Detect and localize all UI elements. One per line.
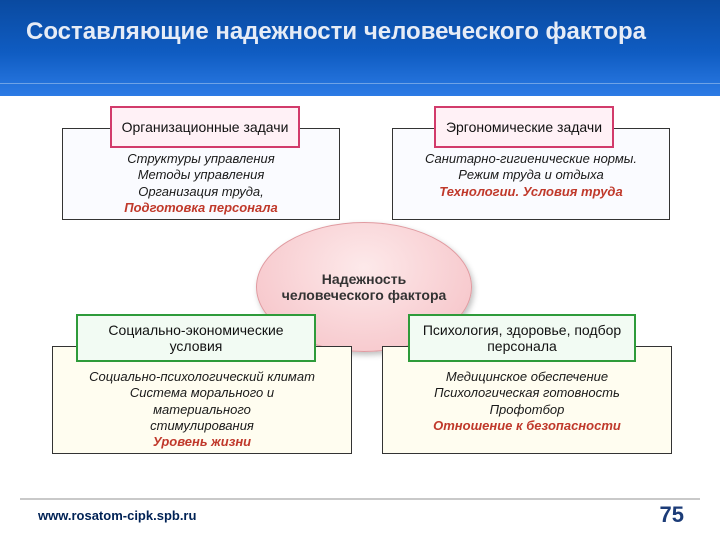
ergo-tag: Эргономические задачи	[434, 106, 614, 148]
page-number: 75	[660, 502, 684, 528]
socio-box-line: стимулирования	[61, 418, 343, 434]
socio-tag: Социально-экономические условия	[76, 314, 316, 362]
socio-box-highlight: Уровень жизни	[61, 434, 343, 450]
psych-box: Медицинское обеспечениеПсихологическая г…	[382, 346, 672, 454]
org-box-line: Организация труда,	[71, 184, 331, 200]
footer-divider	[20, 498, 700, 500]
psych-box-line: Профотбор	[391, 402, 663, 418]
socio-box-line: материального	[61, 402, 343, 418]
center-ellipse-text: Надежность человеческого фактора	[275, 271, 453, 303]
ergo-box-highlight: Технологии. Условия труда	[401, 184, 661, 200]
ergo-box-line: Режим труда и отдыха	[401, 167, 661, 183]
org-box-line: Методы управления	[71, 167, 331, 183]
header-divider	[0, 83, 720, 84]
psych-box-highlight: Отношение к безопасности	[391, 418, 663, 434]
page-title: Составляющие надежности человеческого фа…	[26, 18, 694, 46]
psych-tag: Психология, здоровье, подбор персонала	[408, 314, 636, 362]
psych-box-line: Психологическая готовность	[391, 385, 663, 401]
footer-url: www.rosatom-cipk.spb.ru	[38, 508, 196, 523]
header-banner: Составляющие надежности человеческого фа…	[0, 0, 720, 96]
psych-box-line: Медицинское обеспечение	[391, 369, 663, 385]
socio-box-line: Система морального и	[61, 385, 343, 401]
slide: Составляющие надежности человеческого фа…	[0, 0, 720, 540]
socio-box: Социально-психологический климатСистема …	[52, 346, 352, 454]
org-box-highlight: Подготовка персонала	[71, 200, 331, 216]
ergo-box-line: Санитарно-гигиенические нормы.	[401, 151, 661, 167]
socio-box-line: Социально-психологический климат	[61, 369, 343, 385]
org-tag: Организационные задачи	[110, 106, 300, 148]
org-box-line: Структуры управления	[71, 151, 331, 167]
